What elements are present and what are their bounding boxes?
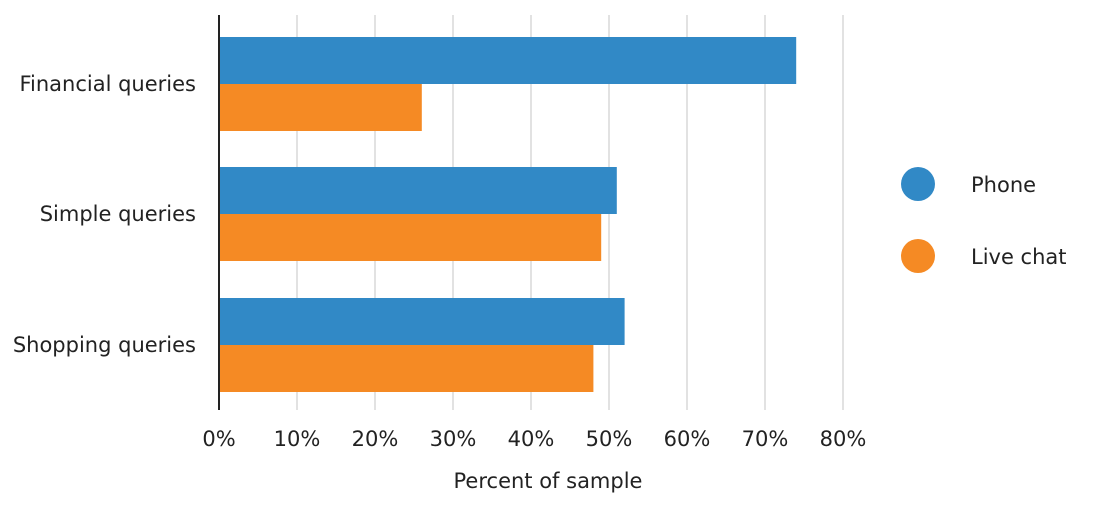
x-tick-label: 40%	[508, 427, 555, 451]
legend-swatch	[901, 239, 935, 273]
category-label: Financial queries	[19, 72, 196, 96]
category-label: Shopping queries	[13, 333, 196, 357]
x-tick-label: 10%	[274, 427, 321, 451]
bar-live-chat	[219, 214, 602, 261]
legend-swatch	[901, 167, 935, 201]
x-axis-ticks: 0% 10% 20% 30% 40% 50% 60% 70% 80%	[202, 427, 866, 451]
bars	[219, 37, 797, 392]
x-tick-label: 30%	[430, 427, 477, 451]
x-tick-label: 60%	[664, 427, 711, 451]
bar-live-chat	[219, 84, 422, 131]
bar-phone	[219, 298, 625, 345]
bar-phone	[219, 37, 797, 84]
legend: Phone Live chat	[901, 167, 1067, 273]
y-axis-categories: Financial queries Simple queries Shopping …	[13, 72, 196, 357]
legend-label: Phone	[971, 173, 1036, 197]
x-tick-label: 50%	[586, 427, 633, 451]
x-tick-label: 0%	[202, 427, 235, 451]
legend-item: Live chat	[901, 239, 1067, 273]
category-label: Simple queries	[40, 202, 196, 226]
x-tick-label: 80%	[820, 427, 867, 451]
x-tick-label: 70%	[742, 427, 789, 451]
bar-live-chat	[219, 345, 594, 392]
legend-label: Live chat	[971, 245, 1067, 269]
x-axis-title: Percent of sample	[454, 469, 643, 493]
legend-item: Phone	[901, 167, 1036, 201]
x-tick-label: 20%	[352, 427, 399, 451]
bar-phone	[219, 167, 617, 214]
